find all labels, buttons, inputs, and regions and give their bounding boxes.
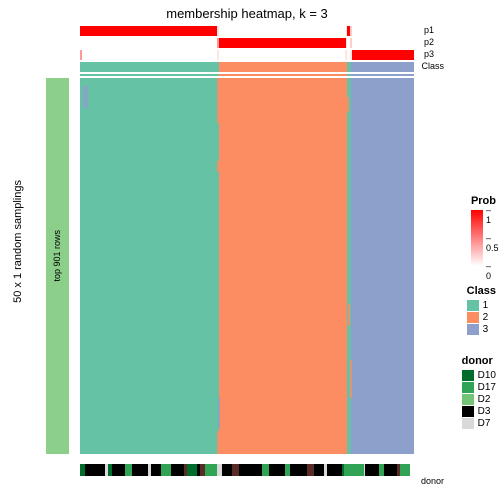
heatmap-noise <box>217 431 220 454</box>
heatmap-noise <box>347 97 349 112</box>
legend-item: D10 <box>462 370 496 381</box>
legend-swatch <box>462 406 474 417</box>
legend-swatch <box>467 300 479 311</box>
donor-segment <box>239 464 262 476</box>
donor-segment <box>262 464 269 476</box>
donor-segment <box>187 464 197 476</box>
legend-swatch <box>462 394 474 405</box>
p-row-label: p3 <box>424 49 434 59</box>
legend-item: D17 <box>462 382 496 393</box>
p-row-p2 <box>80 38 414 48</box>
legend-item: D2 <box>462 394 496 405</box>
heatmap-noise <box>350 360 352 398</box>
p-row-label: p1 <box>424 25 434 35</box>
donor-segment <box>269 464 286 476</box>
heat-thin-seg <box>80 74 219 76</box>
heatmap-top-stripe <box>80 74 414 76</box>
p-membership-bars: p1p2p3 <box>80 26 414 62</box>
heatmap-column <box>80 78 219 454</box>
p-row-label: p2 <box>424 37 434 47</box>
donor-segment <box>400 464 410 476</box>
legend-swatch <box>467 324 479 335</box>
prob-gradient <box>471 210 483 266</box>
donor-segment <box>290 464 307 476</box>
class-annotation-bar: Class <box>80 62 414 72</box>
heat-thin-seg <box>351 74 414 76</box>
donor-segment <box>344 464 364 476</box>
legend-label: D2 <box>478 394 491 405</box>
legend-label: 2 <box>483 312 489 323</box>
donor-segment <box>132 464 149 476</box>
heatmap-column <box>219 78 348 454</box>
legend-prob: Prob– 1– 0.5– 0 <box>471 195 496 266</box>
class-segment <box>351 62 414 72</box>
p-segment <box>80 38 217 48</box>
donor-segment <box>222 464 232 476</box>
heatmap-column <box>351 78 414 454</box>
donor-annotation-bar <box>80 464 414 476</box>
donor-segment <box>112 464 125 476</box>
donor-segment <box>125 464 132 476</box>
left-inner-label: top 901 rows <box>52 230 62 282</box>
legend-item: D3 <box>462 406 496 417</box>
donor-segment <box>307 464 314 476</box>
legend-swatch <box>462 382 474 393</box>
donor-segment <box>161 464 171 476</box>
legend-label: D10 <box>478 370 496 381</box>
legend-donor: donor D10D17D2D3D7 <box>462 355 496 430</box>
p-segment <box>219 38 346 48</box>
legend-swatch <box>467 312 479 323</box>
legend-item: 3 <box>467 324 496 335</box>
donor-segment <box>314 464 324 476</box>
donor-segment <box>327 464 342 476</box>
legend-item: 1 <box>467 300 496 311</box>
p-segment <box>80 26 217 36</box>
p-segment <box>352 26 414 36</box>
donor-segment <box>232 464 239 476</box>
legend-item: D7 <box>462 418 496 429</box>
p-row-p3 <box>80 50 414 60</box>
heatmap-noise <box>83 86 88 109</box>
donor-segment <box>171 464 184 476</box>
legend-label: 1 <box>483 300 489 311</box>
p-segment <box>219 50 346 60</box>
legend-label: D3 <box>478 406 491 417</box>
class-segment <box>80 62 219 72</box>
chart-title: membership heatmap, k = 3 <box>80 6 414 21</box>
donor-segment <box>365 464 378 476</box>
heatmap-noise <box>217 78 220 123</box>
heatmap-noise <box>217 161 220 172</box>
legend-title: Class <box>467 285 496 297</box>
prob-tick: – 1 <box>486 205 491 225</box>
p-segment <box>352 50 414 60</box>
legend-prob-title: Prob <box>471 195 496 207</box>
legend-item: 2 <box>467 312 496 323</box>
legend-label: D17 <box>478 382 496 393</box>
p-row-p1 <box>80 26 414 36</box>
donor-segment <box>205 464 217 476</box>
heat-thin-seg <box>219 74 348 76</box>
legend-label: D7 <box>478 418 491 429</box>
class-segment <box>219 62 348 72</box>
legend-title: donor <box>462 355 496 367</box>
p-segment <box>219 26 346 36</box>
class-bar-label: Class <box>421 61 444 71</box>
donor-segment <box>85 464 105 476</box>
legend-class: Class 123 <box>467 285 496 336</box>
legend-swatch <box>462 418 474 429</box>
heatmap-noise <box>348 304 350 327</box>
left-outer-label: 50 x 1 random samplings <box>12 180 24 303</box>
donor-segment <box>384 464 397 476</box>
p-segment <box>82 50 217 60</box>
donor-segment <box>151 464 161 476</box>
membership-heatmap <box>80 78 414 454</box>
donor-bar-label: donor <box>421 476 444 486</box>
prob-tick: – 0.5 <box>486 233 499 253</box>
p-segment <box>352 38 414 48</box>
heatmap-noise <box>218 398 220 428</box>
legend-swatch <box>462 370 474 381</box>
legend-label: 3 <box>483 324 489 335</box>
prob-tick: – 0 <box>486 261 491 281</box>
